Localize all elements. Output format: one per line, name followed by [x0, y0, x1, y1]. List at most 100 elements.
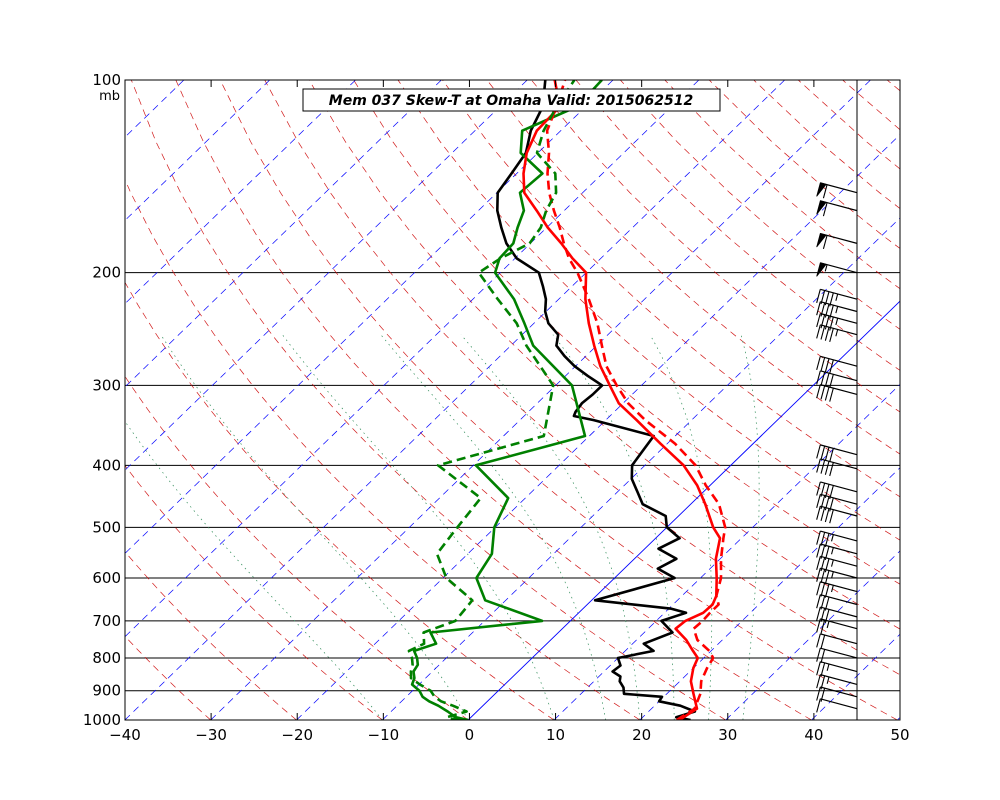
wind-barb-full	[824, 609, 830, 624]
wind-barb-staff	[820, 674, 858, 686]
isotherm	[0, 80, 12, 720]
wind-barb	[816, 312, 858, 331]
plot-frame	[124, 79, 901, 721]
wind-barb-full	[820, 688, 826, 702]
wind-barb-full	[820, 371, 826, 386]
background-lines	[0, 80, 900, 720]
wind-barb	[816, 674, 858, 690]
isotherm	[125, 80, 700, 638]
wind-barb-half	[835, 293, 839, 301]
wind-barb-half	[830, 534, 834, 542]
wind-barb-full	[820, 662, 826, 677]
wind-barb-full	[824, 291, 830, 306]
wind-barb-full	[816, 661, 821, 676]
pressure-tick-label: 600	[92, 569, 121, 587]
wind-barb-half	[830, 547, 834, 555]
wind-barb-full	[824, 327, 830, 341]
wind-barb-full	[816, 458, 821, 473]
dry-adiabat	[486, 80, 900, 455]
pressure-tick-label: 900	[92, 682, 121, 700]
wind-barb-flag	[816, 182, 827, 197]
wind-barb-full	[816, 686, 821, 701]
dry-adiabat	[531, 80, 900, 413]
wind-barb-staff	[820, 647, 858, 659]
wind-barb-half	[824, 264, 828, 272]
wind-barb	[816, 530, 858, 548]
wind-barb-full	[816, 543, 821, 558]
wind-barb-full	[824, 315, 830, 330]
isotherm	[0, 80, 98, 720]
wind-barb-full	[824, 583, 830, 598]
wind-barb-full	[816, 618, 821, 633]
wind-barb-full	[820, 302, 826, 317]
dry-adiabat	[842, 80, 900, 131]
x-tick-label: −10	[368, 726, 400, 744]
isotherm	[125, 80, 528, 471]
wind-barb	[816, 370, 858, 389]
wind-barb-full	[820, 619, 826, 634]
wind-barb-full	[824, 447, 830, 461]
dry-adiabat	[664, 80, 900, 290]
moist-adiabat	[282, 334, 555, 720]
temperature-profile	[496, 80, 697, 720]
wind-barb-full	[820, 459, 826, 474]
x-tick-label: 30	[718, 726, 737, 744]
isotherm	[210, 80, 871, 720]
wind-barb	[816, 543, 858, 560]
wind-barb-flag	[816, 233, 827, 248]
wind-barb-staff	[820, 543, 858, 555]
wind-barb-full	[820, 507, 826, 521]
dry-adiabat	[125, 635, 211, 720]
wind-barb-full	[824, 373, 830, 387]
wind-barb-full	[820, 569, 826, 584]
wind-barb	[816, 324, 858, 343]
wind-barb-full	[822, 184, 828, 199]
wind-barb-staff	[820, 384, 858, 396]
dry-adiabat	[753, 80, 900, 209]
isotherm	[125, 80, 442, 388]
wind-barb-full	[820, 634, 826, 649]
wind-barb-full	[829, 292, 834, 307]
wind-barb-full	[820, 385, 826, 400]
wind-barb-full	[820, 357, 826, 372]
wind-barb-full	[816, 568, 821, 582]
wind-barb-half	[835, 306, 839, 314]
pressure-tick-label: 300	[92, 376, 121, 394]
wind-barb	[816, 647, 858, 663]
wind-barb-staff	[820, 686, 858, 698]
wind-barb	[816, 555, 858, 573]
wind-barb-full	[816, 594, 821, 609]
isotherm	[467, 300, 900, 720]
wind-barb-staff	[820, 288, 858, 300]
wind-barb-full	[820, 290, 826, 305]
wind-barb	[816, 262, 858, 277]
wind-barb-full	[829, 359, 834, 374]
wind-barb-half	[830, 571, 834, 579]
wind-barb-full	[816, 556, 821, 571]
sounding-profiles	[407, 80, 727, 720]
wind-barb-full	[820, 608, 826, 622]
wind-barb-staff	[820, 633, 858, 645]
dry-adiabat	[264, 80, 900, 676]
wind-barb-full	[824, 596, 830, 611]
dry-adiabat	[125, 375, 469, 720]
wind-barbs	[816, 182, 858, 713]
wind-barb-full	[829, 305, 834, 319]
wind-barb-full	[816, 289, 821, 303]
wind-barb-full	[816, 444, 821, 459]
wind-barb-full	[820, 582, 826, 597]
isotherm	[639, 467, 900, 720]
wind-barb-full	[820, 675, 826, 690]
wind-barb-staff	[820, 481, 858, 493]
isotherm	[125, 80, 356, 305]
wind-barb-full	[816, 606, 821, 621]
dry-adiabat	[708, 80, 900, 249]
wind-barb	[816, 618, 858, 634]
dry-adiabat	[125, 551, 297, 720]
wind-barb-full	[820, 495, 826, 510]
wind-barb	[816, 686, 858, 702]
x-tick-label: 10	[546, 726, 565, 744]
pressure-unit-label: mb	[99, 89, 120, 104]
x-tick-label: 0	[465, 726, 475, 744]
wind-barb	[816, 355, 858, 374]
